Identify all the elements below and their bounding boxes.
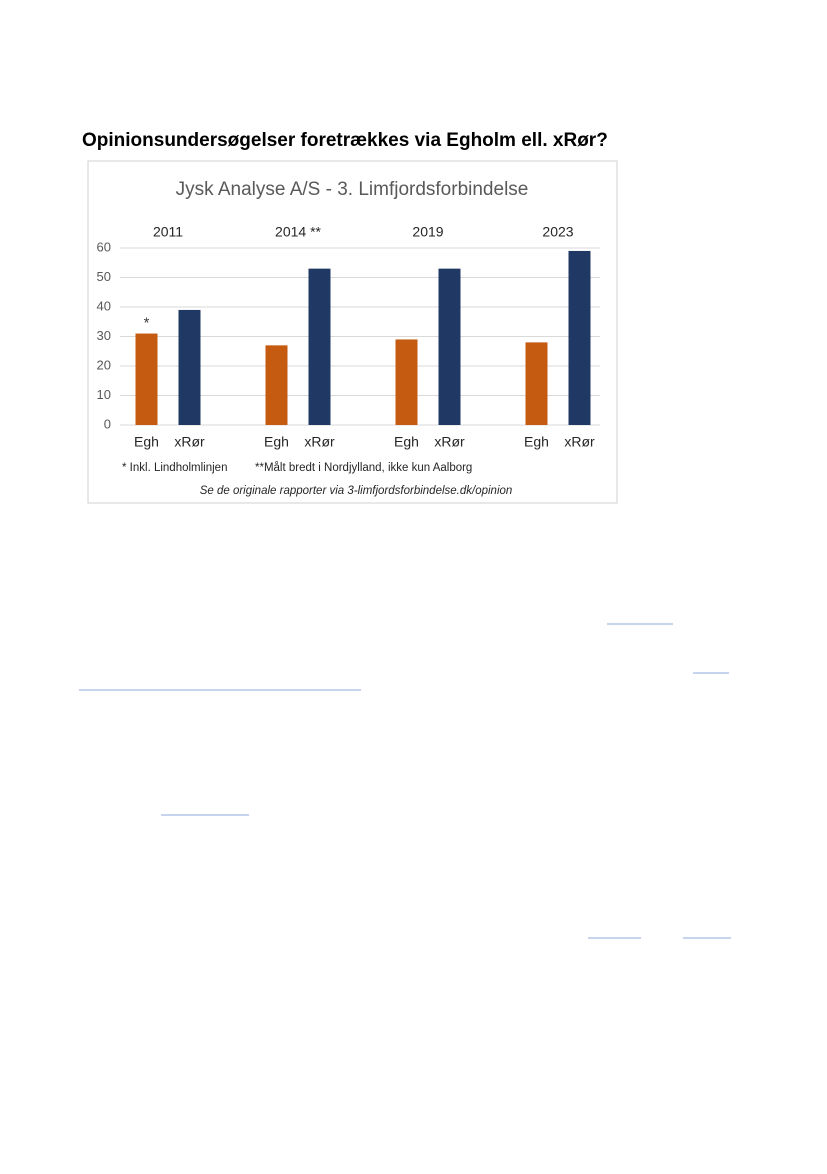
chart-frame [87, 160, 618, 504]
group-label: 2014 ** [275, 224, 321, 240]
x-tick-label: xRør [304, 434, 335, 450]
y-tick-label: 60 [97, 239, 111, 254]
x-tick-label: Egh [524, 434, 549, 450]
y-tick-label: 50 [97, 269, 111, 284]
bar [568, 250, 591, 425]
x-tick-label: Egh [264, 434, 289, 450]
chart-title: Jysk Analyse A/S - 3. Limfjordsforbindel… [176, 179, 529, 200]
group-label: 2023 [542, 224, 573, 240]
x-tick-label: xRør [434, 434, 465, 450]
footnote: * Inkl. Lindholmlinjen [122, 462, 227, 474]
group-label: 2011 [153, 224, 183, 240]
x-tick-label: Egh [394, 434, 419, 450]
y-tick-label: 20 [97, 357, 111, 372]
bar [265, 345, 288, 425]
footnote: **Målt bredt i Nordjylland, ikke kun Aal… [255, 462, 472, 474]
x-tick-label: xRør [174, 434, 205, 450]
bar [395, 339, 418, 425]
bar [178, 309, 201, 425]
link-underlines [79, 623, 731, 939]
x-tick-label: Egh [134, 434, 159, 450]
heading: Opinionsundersøgelser foretrækkes via Eg… [82, 130, 608, 151]
y-tick-label: 40 [97, 298, 111, 313]
bar-annotation: * [144, 315, 150, 332]
source: Se de originale rapporter via 3-limfjord… [200, 485, 513, 497]
bar [438, 268, 461, 425]
y-tick-label: 10 [97, 387, 111, 402]
bar [308, 268, 331, 425]
x-tick-label: xRør [564, 434, 595, 450]
bar [135, 333, 158, 425]
y-tick-label: 0 [104, 416, 111, 431]
group-label: 2019 [412, 224, 443, 240]
y-tick-label: 30 [97, 328, 111, 343]
bar [525, 342, 548, 425]
